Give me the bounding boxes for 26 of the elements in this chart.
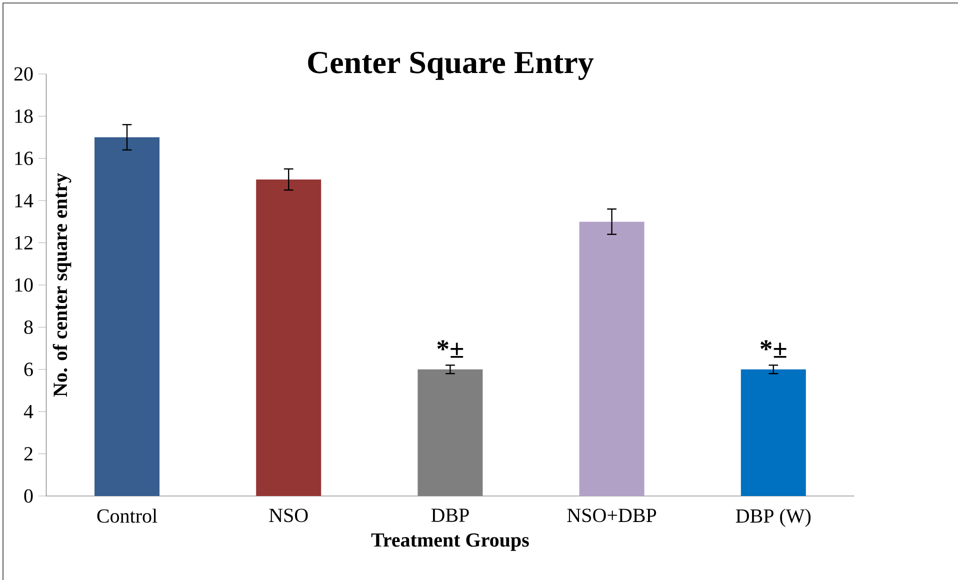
- y-tick-label: 0: [24, 489, 33, 503]
- bar: [579, 222, 644, 496]
- y-tick-label: 12: [15, 236, 32, 250]
- y-tick-label: 8: [24, 320, 33, 334]
- y-tick-label: 18: [15, 109, 33, 123]
- y-tick-label: 10: [15, 278, 33, 292]
- y-tick-label: 14: [15, 194, 34, 208]
- y-tick-label: 6: [24, 362, 33, 376]
- x-tick-label: NSO+DBP: [567, 508, 656, 522]
- annotation: *±: [437, 340, 464, 358]
- x-tick-label: DBP: [431, 508, 469, 522]
- y-tick-label: 2: [24, 447, 32, 460]
- bar: [94, 137, 160, 496]
- annotation: *±: [760, 340, 786, 358]
- y-tick-label: 20: [14, 67, 33, 81]
- x-tick-label: NSO: [269, 508, 308, 522]
- y-axis-title: No. of center square entry: [52, 173, 72, 397]
- x-tick-label: Control: [97, 508, 158, 523]
- x-tick-label: DBP (W): [736, 508, 811, 527]
- bar: [740, 369, 806, 496]
- y-tick-label: 16: [15, 152, 33, 166]
- bar: [256, 179, 322, 496]
- y-tick-label: 4: [24, 405, 34, 418]
- chart-title: Center Square Entry: [308, 52, 594, 80]
- x-axis-title: Treatment Groups: [371, 533, 529, 551]
- bar: [418, 369, 483, 496]
